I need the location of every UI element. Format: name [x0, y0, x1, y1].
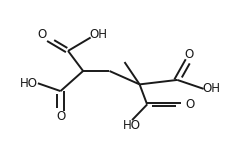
Text: O: O: [37, 28, 46, 41]
Text: OH: OH: [89, 28, 107, 41]
Text: OH: OH: [202, 82, 220, 95]
Text: O: O: [184, 48, 193, 61]
Text: O: O: [186, 98, 195, 111]
Text: O: O: [56, 110, 65, 123]
Text: HO: HO: [123, 119, 141, 132]
Text: HO: HO: [19, 77, 37, 90]
